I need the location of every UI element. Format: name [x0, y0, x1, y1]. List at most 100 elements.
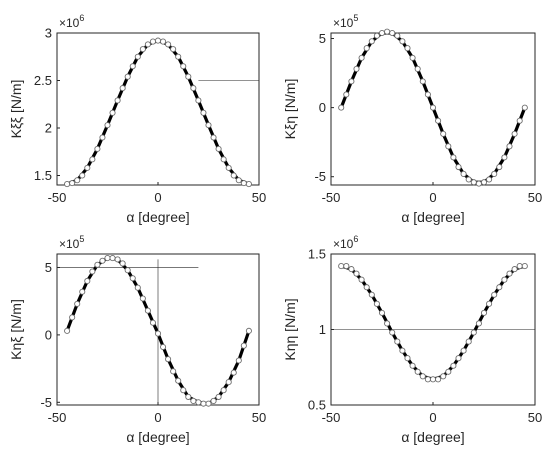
data-point	[139, 46, 146, 53]
data-point	[450, 154, 457, 161]
y-tick-label: 0.5	[308, 398, 326, 413]
data-point	[225, 379, 232, 386]
data-point	[343, 91, 350, 98]
y-tick-label: 1	[319, 322, 326, 337]
x-tick-label: 0	[154, 190, 161, 205]
data-point	[240, 180, 247, 187]
data-point	[409, 54, 416, 61]
data-point	[424, 376, 431, 383]
x-tick-label: 0	[429, 410, 436, 425]
data-point	[230, 369, 237, 376]
y-tick-label: 0	[319, 100, 326, 115]
data-point	[338, 263, 345, 270]
data-point	[378, 309, 386, 316]
plot-area	[330, 32, 536, 186]
x-tick-label: -50	[322, 190, 341, 205]
data-point	[210, 397, 217, 405]
data-point	[159, 38, 167, 45]
data-point	[445, 143, 452, 150]
y-axis-label: Kηη [N/m]	[282, 298, 298, 360]
data-point	[348, 78, 355, 85]
data-point	[69, 180, 76, 187]
data-point	[149, 38, 156, 45]
x-tick-label: 50	[528, 410, 542, 425]
data-point	[89, 268, 96, 275]
data-point	[64, 180, 71, 188]
data-point	[496, 284, 503, 291]
data-point	[424, 91, 431, 98]
data-point	[129, 275, 136, 282]
y-tick-label: 2.5	[34, 73, 52, 88]
x-axis-label: α [degree]	[126, 209, 189, 225]
data-point	[165, 356, 172, 363]
data-point	[480, 179, 488, 186]
data-point	[69, 314, 76, 321]
data-point	[99, 134, 106, 141]
data-point	[455, 355, 462, 362]
data-point	[89, 156, 96, 163]
x-tick-label: -50	[322, 410, 341, 425]
data-point	[94, 261, 101, 268]
data-point	[506, 143, 513, 150]
data-point	[215, 145, 222, 152]
data-point	[154, 37, 162, 44]
y-tick-label: 1.5	[34, 168, 52, 183]
data-point	[205, 122, 212, 129]
data-point	[414, 368, 421, 375]
x-tick-label: -50	[48, 410, 67, 425]
data-point	[64, 327, 71, 334]
data-point	[358, 54, 365, 61]
data-point	[394, 338, 401, 345]
data-point	[109, 109, 116, 116]
data-point	[74, 300, 81, 307]
data-point	[205, 400, 212, 407]
data-point	[378, 29, 386, 37]
data-point	[154, 330, 162, 337]
x-axis-label: α [degree]	[401, 429, 464, 445]
data-point	[134, 284, 141, 291]
y-tick-label: 2	[45, 121, 52, 136]
data-point	[144, 307, 151, 314]
data-point	[404, 355, 411, 362]
data-point	[74, 177, 81, 184]
data-point	[480, 309, 488, 316]
x-tick-label: 50	[252, 190, 266, 205]
data-point	[159, 343, 167, 351]
data-point	[511, 130, 518, 137]
chart-panel-1: -50 0 50 1.5 2 2.5 3 ×106 α [degree] Kξξ [N/m]	[8, 13, 266, 225]
data-point	[79, 172, 86, 179]
data-point	[215, 393, 222, 400]
y-axis-label: Kξη [N/m]	[282, 79, 298, 140]
data-point	[414, 65, 421, 72]
data-point	[220, 387, 227, 394]
data-point	[389, 329, 396, 336]
data-point	[195, 97, 202, 104]
data-point	[114, 256, 121, 263]
x-axis-label: α [degree]	[401, 209, 464, 225]
data-point	[419, 78, 426, 85]
axis-exponent: ×105	[59, 234, 84, 251]
data-point	[491, 291, 498, 298]
data-point	[429, 104, 437, 111]
data-point	[496, 163, 503, 171]
x-tick-label: 50	[528, 190, 542, 205]
data-point	[486, 176, 493, 183]
data-point	[348, 266, 355, 273]
data-point	[501, 154, 508, 161]
data-point	[501, 276, 508, 283]
data-point	[235, 177, 242, 184]
data-point	[200, 400, 207, 407]
data-point	[475, 180, 482, 187]
data-point	[419, 373, 426, 380]
data-point	[104, 254, 111, 262]
data-point	[343, 263, 350, 270]
plot-area	[56, 32, 260, 186]
data-point	[521, 263, 528, 270]
data-point	[104, 122, 111, 129]
data-point	[190, 85, 197, 92]
x-tick-label: 0	[429, 190, 436, 205]
data-point	[353, 270, 360, 277]
data-point	[245, 327, 252, 334]
